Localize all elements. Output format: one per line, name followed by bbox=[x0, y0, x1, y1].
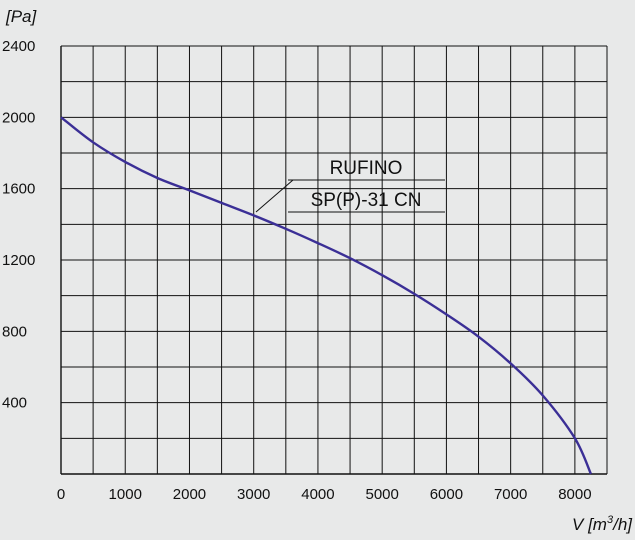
y-tick-label: 2400 bbox=[2, 38, 35, 55]
x-tick-label: 2000 bbox=[173, 486, 206, 503]
x-tick-label: 6000 bbox=[430, 486, 463, 503]
y-tick-label: 2000 bbox=[2, 109, 35, 126]
x-tick-label: 5000 bbox=[365, 486, 398, 503]
curve-label-line2: SP(P)-31 CN bbox=[311, 190, 422, 211]
x-axis-ticks: 0 1000 2000 3000 4000 5000 6000 7000 8000 bbox=[57, 486, 592, 503]
curve-label-leader bbox=[255, 179, 294, 213]
series-line bbox=[60, 116, 593, 475]
x-tick-label: 8000 bbox=[558, 486, 591, 503]
y-tick-label: 1600 bbox=[2, 181, 35, 198]
x-tick-label: 4000 bbox=[301, 486, 334, 503]
x-axis-unit-end: /h] bbox=[612, 515, 633, 534]
y-tick-label: 1200 bbox=[2, 252, 35, 269]
y-axis-unit: [Pa] bbox=[5, 7, 38, 26]
y-tick-label: 800 bbox=[2, 323, 27, 340]
grid bbox=[60, 45, 608, 475]
x-tick-label: 3000 bbox=[237, 486, 270, 503]
x-tick-label: 7000 bbox=[494, 486, 527, 503]
x-tick-label: 0 bbox=[57, 486, 65, 503]
curve-label-line1: RUFINO bbox=[330, 158, 403, 179]
x-axis-unit: V [m3/h] bbox=[572, 514, 633, 534]
x-tick-label: 1000 bbox=[109, 486, 142, 503]
y-tick-label: 400 bbox=[2, 395, 27, 412]
x-axis-unit-sup: 3 bbox=[607, 514, 614, 526]
x-axis-unit-main: V [m bbox=[572, 515, 607, 534]
y-axis-ticks: 400 800 1200 1600 2000 2400 bbox=[2, 38, 35, 412]
